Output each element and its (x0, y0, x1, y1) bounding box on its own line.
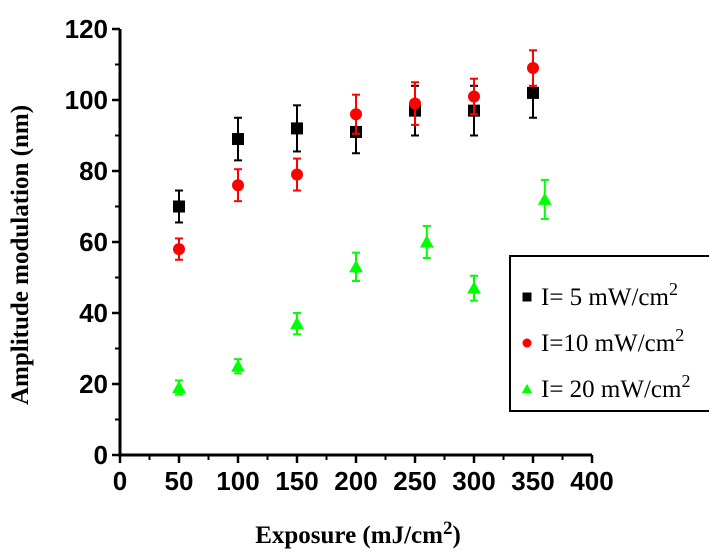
data-point (527, 62, 539, 75)
y-tick-label: 0 (94, 440, 108, 470)
x-tick-label: 200 (334, 466, 377, 496)
series-2 (173, 49, 539, 261)
x-tick-label: 250 (393, 466, 436, 496)
data-point (350, 108, 362, 121)
y-tick-label: 100 (65, 85, 108, 115)
legend-box (509, 255, 709, 412)
y-tick-label: 80 (79, 156, 108, 186)
legend-label-main: I= 5 mW/cm (541, 284, 670, 311)
data-point (409, 97, 421, 110)
legend-marker (521, 383, 533, 394)
legend-label-main: I= 20 mW/cm (541, 376, 682, 403)
data-point (232, 133, 244, 146)
x-axis-title-main: Exposure (mJ/cm (255, 522, 443, 549)
y-axis-title: Amplitude modulation (nm) (7, 105, 34, 405)
x-axis-title-end: ) (452, 522, 460, 549)
data-point (173, 243, 185, 256)
x-axis-title: Exposure (mJ/cm2) (255, 518, 461, 549)
data-point (468, 90, 480, 103)
series-3 (172, 178, 552, 396)
x-axis-title-sup: 2 (443, 518, 453, 539)
x-tick-label: 0 (113, 466, 127, 496)
data-point (290, 316, 304, 330)
series-1 (173, 67, 539, 224)
legend-label-sup: 2 (675, 325, 684, 345)
data-point (349, 259, 363, 273)
y-tick-label: 60 (79, 227, 108, 257)
data-point (172, 380, 186, 394)
x-tick-label: 350 (511, 466, 554, 496)
data-point (537, 192, 552, 205)
y-tick-label: 120 (65, 14, 108, 44)
data-point (291, 168, 303, 181)
x-tick-label: 100 (216, 466, 259, 496)
legend-label-main: I=10 mW/cm (541, 330, 676, 357)
x-tick-label: 400 (570, 466, 613, 496)
data-point (527, 86, 539, 99)
x-tick-label: 150 (275, 466, 318, 496)
x-tick-label: 300 (452, 466, 495, 496)
data-point (173, 200, 185, 213)
data-point (232, 179, 244, 192)
data-point (467, 281, 481, 294)
data-point (419, 235, 434, 248)
legend-label: I= 5 mW/cm2 (541, 279, 678, 311)
legend-marker (522, 338, 532, 348)
legend-label-sup: 2 (681, 371, 690, 391)
ticks: 0 50 100 150 200 250 300 350 400 0 20 40 60 80 100 120 (65, 14, 614, 496)
data-point (231, 359, 245, 372)
y-tick-label: 20 (79, 369, 108, 399)
legend-label: I=10 mW/cm2 (541, 325, 684, 357)
y-tick-label: 40 (79, 298, 108, 328)
legend-label-sup: 2 (669, 279, 678, 299)
x-tick-label: 50 (165, 466, 194, 496)
plot-area (172, 49, 552, 396)
data-point (291, 122, 303, 135)
legend-marker (522, 292, 532, 302)
legend-label: I= 20 mW/cm2 (541, 371, 690, 403)
